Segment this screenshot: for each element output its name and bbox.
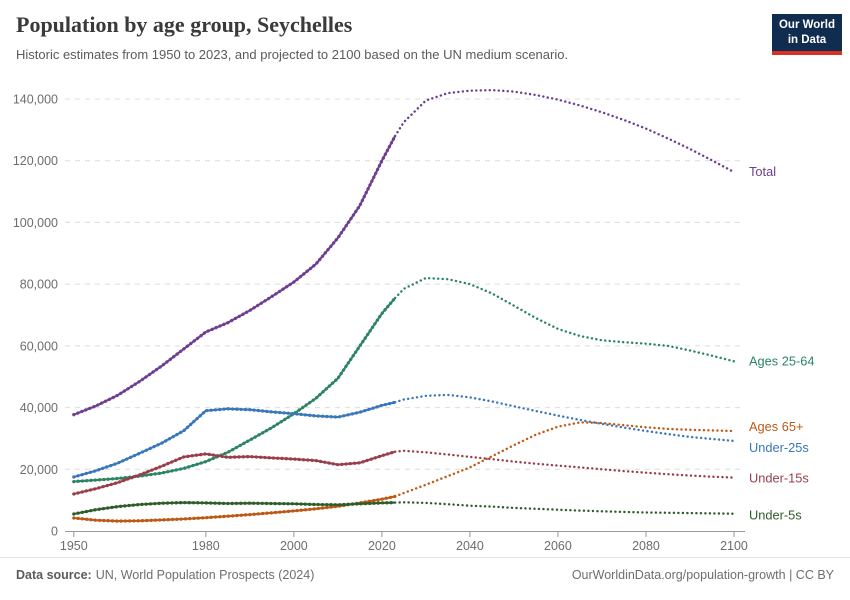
y-axis-tick-label: 0	[51, 525, 58, 539]
series-line-under-25s-projection	[393, 393, 736, 443]
y-axis-tick-label: 100,000	[13, 216, 58, 230]
series-line-under-25s-historic	[73, 401, 396, 479]
legend-label-under-25s[interactable]: Under-25s	[749, 440, 809, 455]
data-source-value: UN, World Population Prospects (2024)	[95, 568, 315, 582]
legend-label-under-15s[interactable]: Under-15s	[749, 471, 809, 486]
x-axis-tick-label: 2060	[544, 539, 572, 553]
legend-label-ages-25-64[interactable]: Ages 25-64	[749, 353, 814, 368]
series-line-total-historic	[73, 135, 397, 416]
owid-link[interactable]: OurWorldinData.org/population-growth	[571, 568, 786, 582]
page-subtitle: Historic estimates from 1950 to 2023, an…	[16, 47, 569, 63]
x-axis-tick-label: 2080	[632, 539, 660, 553]
chart-footer: Data source: UN, World Population Prospec…	[0, 557, 850, 600]
legend-label-total[interactable]: Total	[749, 164, 776, 179]
x-axis-tick-label: 1950	[60, 539, 88, 553]
series-markers-under-15s	[72, 450, 397, 496]
series-line-ages-65-historic	[73, 495, 396, 523]
series-markers-ages-65	[72, 494, 397, 523]
legend-label-under-5s[interactable]: Under-5s	[749, 508, 802, 523]
owid-logo-line1: Our World	[778, 19, 835, 32]
series-markers-under-5s	[72, 500, 397, 516]
x-axis-tick-label: 2020	[368, 539, 396, 553]
page-title: Population by age group, Seychelles	[16, 12, 353, 37]
series-line-under-15s-projection	[393, 449, 736, 479]
y-axis-tick-label: 120,000	[13, 154, 58, 168]
series-markers-total	[72, 134, 397, 417]
series-line-ages-25-64-projection	[393, 276, 736, 363]
data-source: Data source: UN, World Population Prospec…	[16, 568, 314, 582]
credit-separator: |	[785, 568, 796, 582]
x-axis-tick-label: 2040	[456, 539, 484, 553]
y-axis-tick-label: 40,000	[20, 401, 58, 415]
legend-label-ages-65[interactable]: Ages 65+	[749, 419, 803, 434]
license-label: CC BY	[795, 568, 834, 582]
series-line-ages-25-64-historic	[73, 297, 396, 483]
x-axis-tick-label: 1980	[192, 539, 220, 553]
footer-credit: OurWorldinData.org/population-growth | C…	[572, 568, 834, 582]
series-markers-under-25s	[72, 400, 397, 479]
series-markers-ages-25-64	[72, 296, 397, 484]
x-axis-tick-label: 2100	[720, 539, 748, 553]
y-axis-tick-label: 60,000	[20, 339, 58, 353]
series-line-under-5s-projection	[393, 501, 736, 515]
y-axis-tick-label: 80,000	[20, 278, 58, 292]
x-axis-tick-label: 2000	[280, 539, 308, 553]
owid-logo[interactable]: Our World in Data	[772, 14, 842, 55]
owid-logo-line2: in Data	[787, 33, 827, 46]
series-line-total-projection	[393, 88, 736, 174]
data-source-label: Data source:	[16, 568, 92, 582]
y-axis-tick-label: 140,000	[13, 93, 58, 107]
y-axis-tick-label: 20,000	[20, 463, 58, 477]
series-line-ages-65-projection	[393, 421, 736, 498]
chart-header: Population by age group, Seychelles Hist…	[16, 12, 842, 64]
